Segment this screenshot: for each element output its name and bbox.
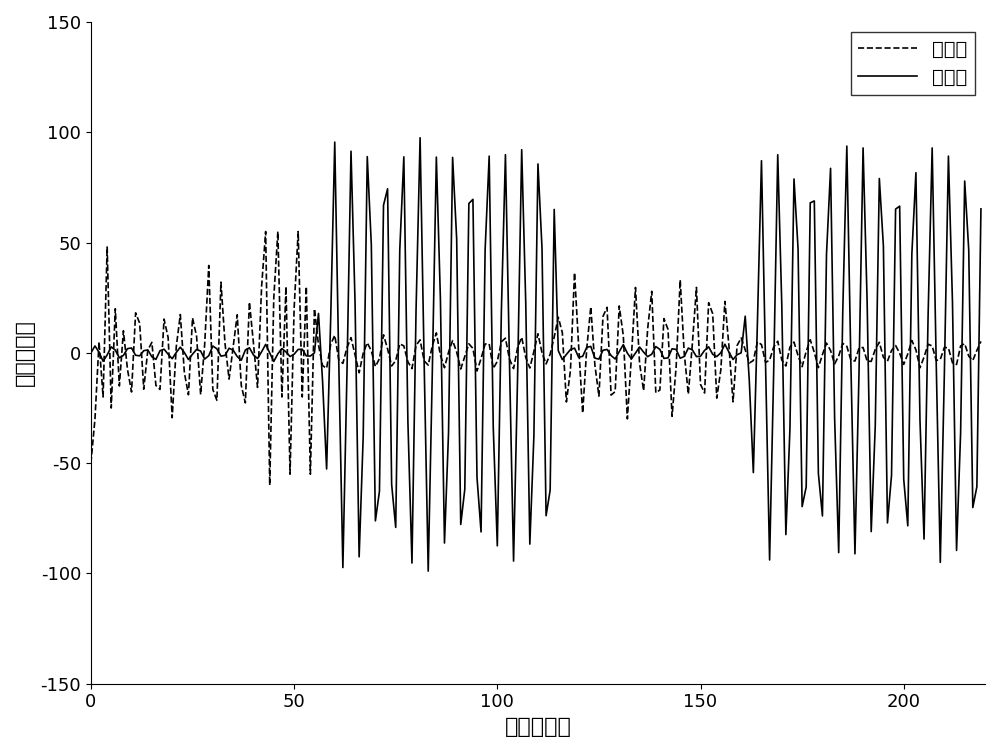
通电流 xyxy=(345,147,357,156)
通电流 xyxy=(414,133,426,142)
X-axis label: 扭描时间点: 扭描时间点 xyxy=(505,717,571,737)
通电流 xyxy=(422,566,434,575)
Line: 通电流: 通电流 xyxy=(91,138,981,571)
通电流 xyxy=(85,348,97,357)
通电流 xyxy=(890,205,902,214)
Legend: 关电流, 通电流: 关电流, 通电流 xyxy=(851,32,975,95)
关电流 xyxy=(337,359,349,368)
关电流 xyxy=(264,481,276,490)
通电流 xyxy=(975,205,987,214)
关电流 xyxy=(85,459,97,468)
关电流 xyxy=(353,368,365,378)
通电流 xyxy=(569,344,581,353)
关电流 xyxy=(873,338,885,347)
通电流 xyxy=(873,174,885,183)
关电流 xyxy=(845,356,857,365)
关电流 xyxy=(890,341,902,350)
关电流 xyxy=(260,227,272,236)
Y-axis label: 相对信号値: 相对信号値 xyxy=(15,320,35,387)
Line: 关电流: 关电流 xyxy=(91,232,981,485)
关电流 xyxy=(975,337,987,346)
通电流 xyxy=(329,138,341,147)
通电流 xyxy=(845,359,857,368)
关电流 xyxy=(569,268,581,277)
